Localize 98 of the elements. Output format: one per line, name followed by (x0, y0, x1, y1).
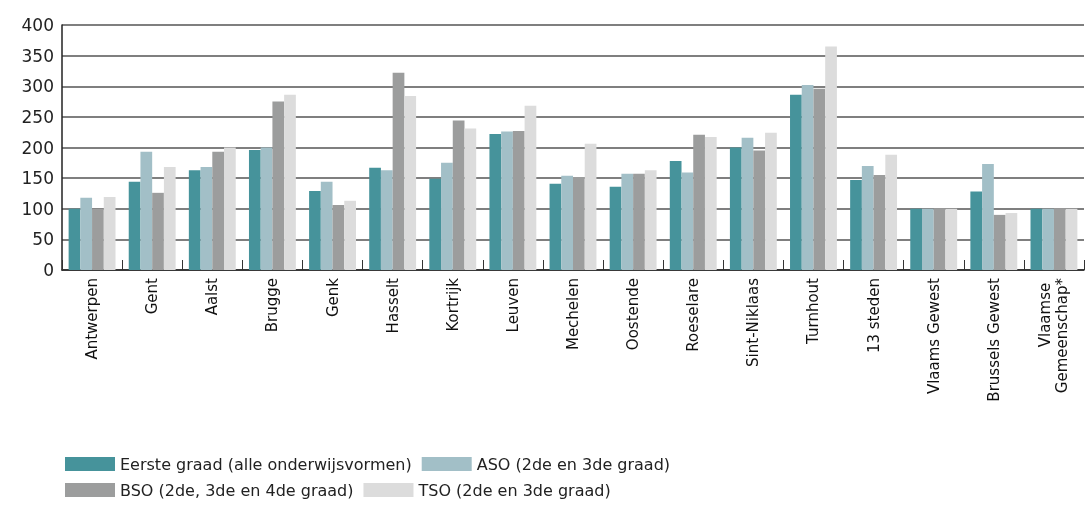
bar (429, 178, 442, 270)
x-tick-label: Oostende (624, 278, 643, 351)
x-tick-label: Kortrijk (443, 277, 462, 332)
x-tick-label: Aalst (203, 277, 222, 316)
y-tick-label: 200 (21, 137, 54, 158)
legend-label: ASO (2de en 3de graad) (476, 454, 671, 474)
bar (584, 143, 597, 270)
x-tick-label: Antwerpen (83, 278, 102, 360)
bar (344, 200, 356, 270)
bar (224, 147, 236, 270)
bar (1005, 213, 1018, 270)
bar (1030, 208, 1043, 270)
bar (260, 147, 273, 270)
x-tick-label: Mechelen (564, 278, 582, 351)
x-tick-label: Hasselt (383, 277, 402, 334)
bar (970, 191, 983, 270)
bar (68, 208, 81, 270)
y-tick-label: 250 (21, 106, 54, 127)
bar (669, 160, 682, 270)
x-tick-label: Sint-Niklaas (744, 277, 763, 367)
bar (512, 130, 525, 270)
bar (284, 94, 296, 270)
bar (993, 214, 1006, 270)
bar (945, 208, 958, 270)
bar (561, 175, 573, 270)
y-tick-label: 50 (32, 229, 54, 250)
bar (188, 170, 201, 270)
bar (1065, 208, 1078, 270)
x-tick-label: Gent (143, 277, 162, 315)
x-tick-label: Brussels Gewest (984, 277, 1003, 402)
bar (873, 175, 886, 270)
bar (813, 88, 826, 270)
x-tick-label: 13 steden (864, 278, 883, 354)
bar (621, 173, 634, 270)
x-tick-label: Leuven (503, 278, 522, 333)
bar (982, 164, 994, 270)
bar (524, 105, 537, 270)
bar (248, 149, 261, 270)
bar (404, 96, 417, 270)
bar (765, 132, 777, 270)
bar (850, 179, 862, 270)
bar (92, 208, 104, 270)
y-tick-label: 100 (21, 198, 54, 219)
bar (741, 137, 754, 270)
bar (861, 165, 874, 270)
bar (921, 208, 934, 270)
bar (369, 167, 381, 270)
bar (80, 197, 93, 270)
x-tick-label: Turnhout (804, 277, 823, 345)
y-tick-label: 350 (21, 45, 54, 66)
bar (704, 137, 717, 270)
bar (441, 162, 453, 270)
bar (644, 170, 657, 270)
bar (272, 101, 285, 270)
y-tick-label: 0 (43, 260, 54, 280)
bar (549, 183, 562, 270)
bar (140, 151, 153, 270)
bar (825, 46, 837, 270)
bar (801, 85, 814, 270)
bar (501, 131, 513, 270)
bar (464, 128, 477, 270)
bar (163, 167, 176, 270)
bar (885, 154, 898, 270)
bar (790, 94, 802, 270)
bar (1042, 208, 1054, 270)
bar (212, 151, 225, 270)
bar (380, 170, 393, 270)
bar (910, 208, 922, 270)
bar (332, 205, 345, 270)
x-tick-label: Brugge (263, 278, 282, 333)
bar (573, 176, 585, 270)
bar (489, 134, 502, 270)
legend-label: BSO (2de, 3de en 4de graad) (120, 480, 354, 500)
bar (320, 181, 333, 270)
bar (753, 150, 766, 270)
bar (152, 192, 164, 270)
bar (309, 190, 321, 270)
bar (609, 186, 622, 270)
bar (200, 167, 213, 270)
bar (1053, 208, 1066, 270)
y-tick-label: 150 (21, 168, 54, 189)
bar (933, 208, 946, 270)
bar (681, 172, 694, 270)
x-tick-label: Vlaams Gewest (924, 277, 943, 395)
x-tick-label: Roeselare (684, 278, 703, 352)
bar (392, 72, 405, 270)
bar (103, 197, 116, 270)
y-tick-label: 400 (21, 15, 54, 35)
legend-label: Eerste graad (alle onderwijsvormen) (120, 454, 412, 474)
bar (452, 120, 465, 270)
legend-label: TSO (2de en 3de graad) (417, 480, 611, 500)
x-tick-label: Genk (323, 277, 342, 318)
x-tick-label: Vlaamse Gemeenschap* (1036, 277, 1072, 394)
bar (128, 181, 141, 270)
bar (633, 173, 645, 270)
y-tick-label: 300 (21, 76, 54, 97)
bar (693, 134, 705, 270)
bar (729, 147, 742, 270)
